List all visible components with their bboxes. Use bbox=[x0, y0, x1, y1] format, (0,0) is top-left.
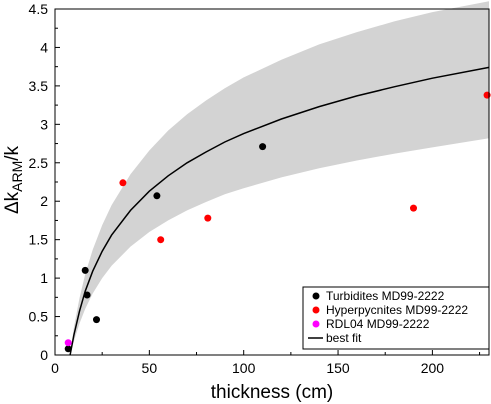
y-axis-label-subscript: ARM bbox=[9, 161, 25, 192]
data-point-turbidites bbox=[83, 291, 91, 299]
data-point-turbidites bbox=[153, 192, 161, 200]
labels-layer: 0 50 100 150 200 0 0.5 1 1.5 2 2.5 3 3.5 4 4.5 bbox=[29, 1, 445, 376]
y-tick-label: 2.5 bbox=[29, 155, 49, 171]
y-tick-label: 1.5 bbox=[29, 232, 49, 248]
legend: Turbidites MD99-2222 Hyperpycnites MD99-… bbox=[302, 286, 490, 350]
best-fit-line bbox=[69, 66, 490, 356]
data-point-turbidites bbox=[93, 316, 100, 324]
y-tick-label: 2 bbox=[40, 193, 48, 209]
y-tick-label: 4 bbox=[40, 39, 48, 55]
data-points-layer bbox=[64, 91, 491, 353]
y-tick-label: 1 bbox=[40, 270, 48, 286]
legend-label-rdl04: RDL04 MD99-2222 bbox=[326, 317, 430, 331]
x-tick-label: 200 bbox=[421, 360, 445, 376]
y-axis-label: ΔkARM/k bbox=[2, 145, 25, 214]
data-point-turbidites bbox=[64, 345, 72, 353]
y-tick-label: 0 bbox=[40, 347, 48, 363]
data-point-turbidites bbox=[259, 143, 267, 151]
legend-marker-turbidites bbox=[312, 292, 320, 300]
axes-layer bbox=[54, 8, 490, 356]
legend-label-best-fit: best fit bbox=[326, 331, 362, 345]
data-point-rdl04 bbox=[64, 339, 72, 347]
legend-label-turbidites: Turbidites MD99-2222 bbox=[326, 289, 445, 303]
x-tick-label: 0 bbox=[51, 360, 59, 376]
y-tick-label: 4.5 bbox=[29, 1, 49, 17]
legend-marker-hyperpycnites bbox=[312, 306, 320, 314]
x-tick-label: 150 bbox=[326, 360, 350, 376]
data-point-turbidites bbox=[81, 266, 89, 274]
y-tick-label: 3.5 bbox=[29, 78, 49, 94]
x-axis-label: thickness (cm) bbox=[211, 382, 333, 403]
data-point-hyperpycnites bbox=[204, 214, 212, 222]
fit-line-layer bbox=[69, 66, 490, 356]
data-point-hyperpycnites bbox=[410, 204, 417, 212]
legend-marker-rdl04 bbox=[312, 320, 320, 328]
y-axis-label-suffix: /k bbox=[2, 145, 23, 160]
data-point-hyperpycnites bbox=[119, 179, 127, 187]
legend-box bbox=[302, 286, 490, 350]
data-point-hyperpycnites bbox=[157, 236, 165, 244]
data-point-hyperpycnites bbox=[483, 91, 491, 99]
y-axis-label-main: Δk bbox=[2, 191, 23, 214]
y-tick-label: 3 bbox=[40, 116, 48, 132]
y-tick-label: 0.5 bbox=[29, 309, 49, 325]
legend-label-hyperpycnites: Hyperpycnites MD99-2222 bbox=[326, 303, 468, 317]
x-tick-label: 100 bbox=[232, 360, 256, 376]
x-tick-label: 50 bbox=[142, 360, 158, 376]
